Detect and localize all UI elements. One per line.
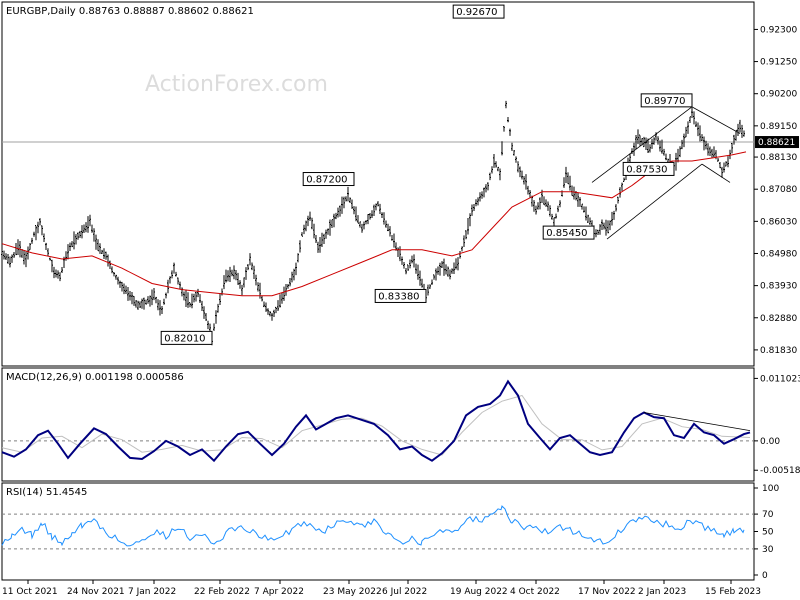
price-callout-box <box>452 4 505 19</box>
y-tick-label: 0.81830 <box>760 346 797 356</box>
trend-line <box>591 106 693 183</box>
axis-layer: 0.92300 0.91250 0.90200 0.89150 0.88130 0.870… <box>2 25 800 597</box>
price-callout-box <box>542 225 595 240</box>
macd-trend-line <box>643 412 751 432</box>
price-callout-label: 0.89770 <box>644 96 685 107</box>
y-tick-label: 0.86030 <box>760 217 797 227</box>
macd-plot-layer <box>1 379 754 463</box>
current-price-tag <box>755 136 799 149</box>
macd-tick-label: 0.011023 <box>760 374 800 384</box>
x-tick-label: 24 Nov 2021 <box>67 587 125 597</box>
price-callout-box <box>374 288 427 303</box>
y-tick-label: 0.90200 <box>760 90 797 100</box>
price-callout-box <box>640 93 693 108</box>
rsi-tick-label: 0 <box>762 571 768 581</box>
y-tick-label: 0.89150 <box>760 122 797 132</box>
rsi-plot-layer <box>1 505 754 550</box>
x-tick-label: 11 Oct 2021 <box>2 587 58 597</box>
x-tick-label: 15 Feb 2023 <box>705 587 761 597</box>
price-callout-label: 0.82010 <box>164 333 205 344</box>
macd-tick-label: 0.00 <box>760 437 780 447</box>
price-callout-box <box>622 161 675 176</box>
x-tick-label: 17 Nov 2022 <box>578 587 636 597</box>
x-tick-label: 6 Jul 2022 <box>382 587 427 597</box>
y-tick-label: 0.87080 <box>760 185 797 195</box>
macd-line <box>1 379 751 463</box>
price-callout-label: 0.85450 <box>546 228 587 239</box>
macd-tick-label: -0.005182 <box>760 466 800 476</box>
price-callout-label: 0.83380 <box>378 291 419 302</box>
rsi-tick-label: 50 <box>762 528 774 538</box>
y-tick-label: 0.91250 <box>760 58 797 68</box>
main-panel <box>1 1 755 367</box>
price-callout-label: 0.87530 <box>626 164 667 175</box>
y-tick-label: 0.84980 <box>760 249 797 259</box>
y-tick-label: 0.88130 <box>760 153 797 163</box>
x-tick-label: 2 Jan 2023 <box>638 587 686 597</box>
rsi-header: RSI(14) 51.4545 <box>6 487 87 498</box>
x-tick-label: 19 Aug 2022 <box>450 587 508 597</box>
trend-line <box>701 163 731 183</box>
main-header: EURGBP,Daily 0.88763 0.88887 0.88602 0.8… <box>6 6 254 17</box>
trend-line <box>691 106 741 134</box>
x-tick-label: 22 Feb 2022 <box>194 587 250 597</box>
trend-line <box>606 163 703 240</box>
price-callout-box <box>302 172 355 187</box>
macd-signal-line <box>1 394 751 456</box>
x-tick-label: 4 Oct 2022 <box>510 587 560 597</box>
rsi-tick-label: 100 <box>762 484 779 494</box>
x-tick-label: 23 May 2022 <box>323 587 382 597</box>
rsi-tick-label: 70 <box>762 510 774 520</box>
macd-header: MACD(12,26,9) 0.001198 0.000586 <box>6 372 184 383</box>
y-tick-label: 0.82880 <box>760 314 797 324</box>
price-callout-box <box>160 330 213 345</box>
current-price-label: 0.88621 <box>758 138 795 148</box>
x-tick-label: 7 Apr 2022 <box>254 587 304 597</box>
rsi-tick-label: 30 <box>762 545 774 555</box>
x-tick-label: 7 Jan 2022 <box>128 587 176 597</box>
rsi-panel <box>1 482 755 581</box>
main-plot-layer: 0.92670 0.89770 0.87200 0.87530 0.85450 0.833… <box>1 4 754 346</box>
rsi-line <box>1 505 745 547</box>
y-tick-label: 0.92300 <box>760 25 797 35</box>
y-tick-label: 0.83930 <box>760 282 797 292</box>
watermark: ActionForex.com <box>145 72 328 97</box>
price-callout-label: 0.87200 <box>306 175 347 186</box>
price-callout-label: 0.92670 <box>456 7 497 18</box>
